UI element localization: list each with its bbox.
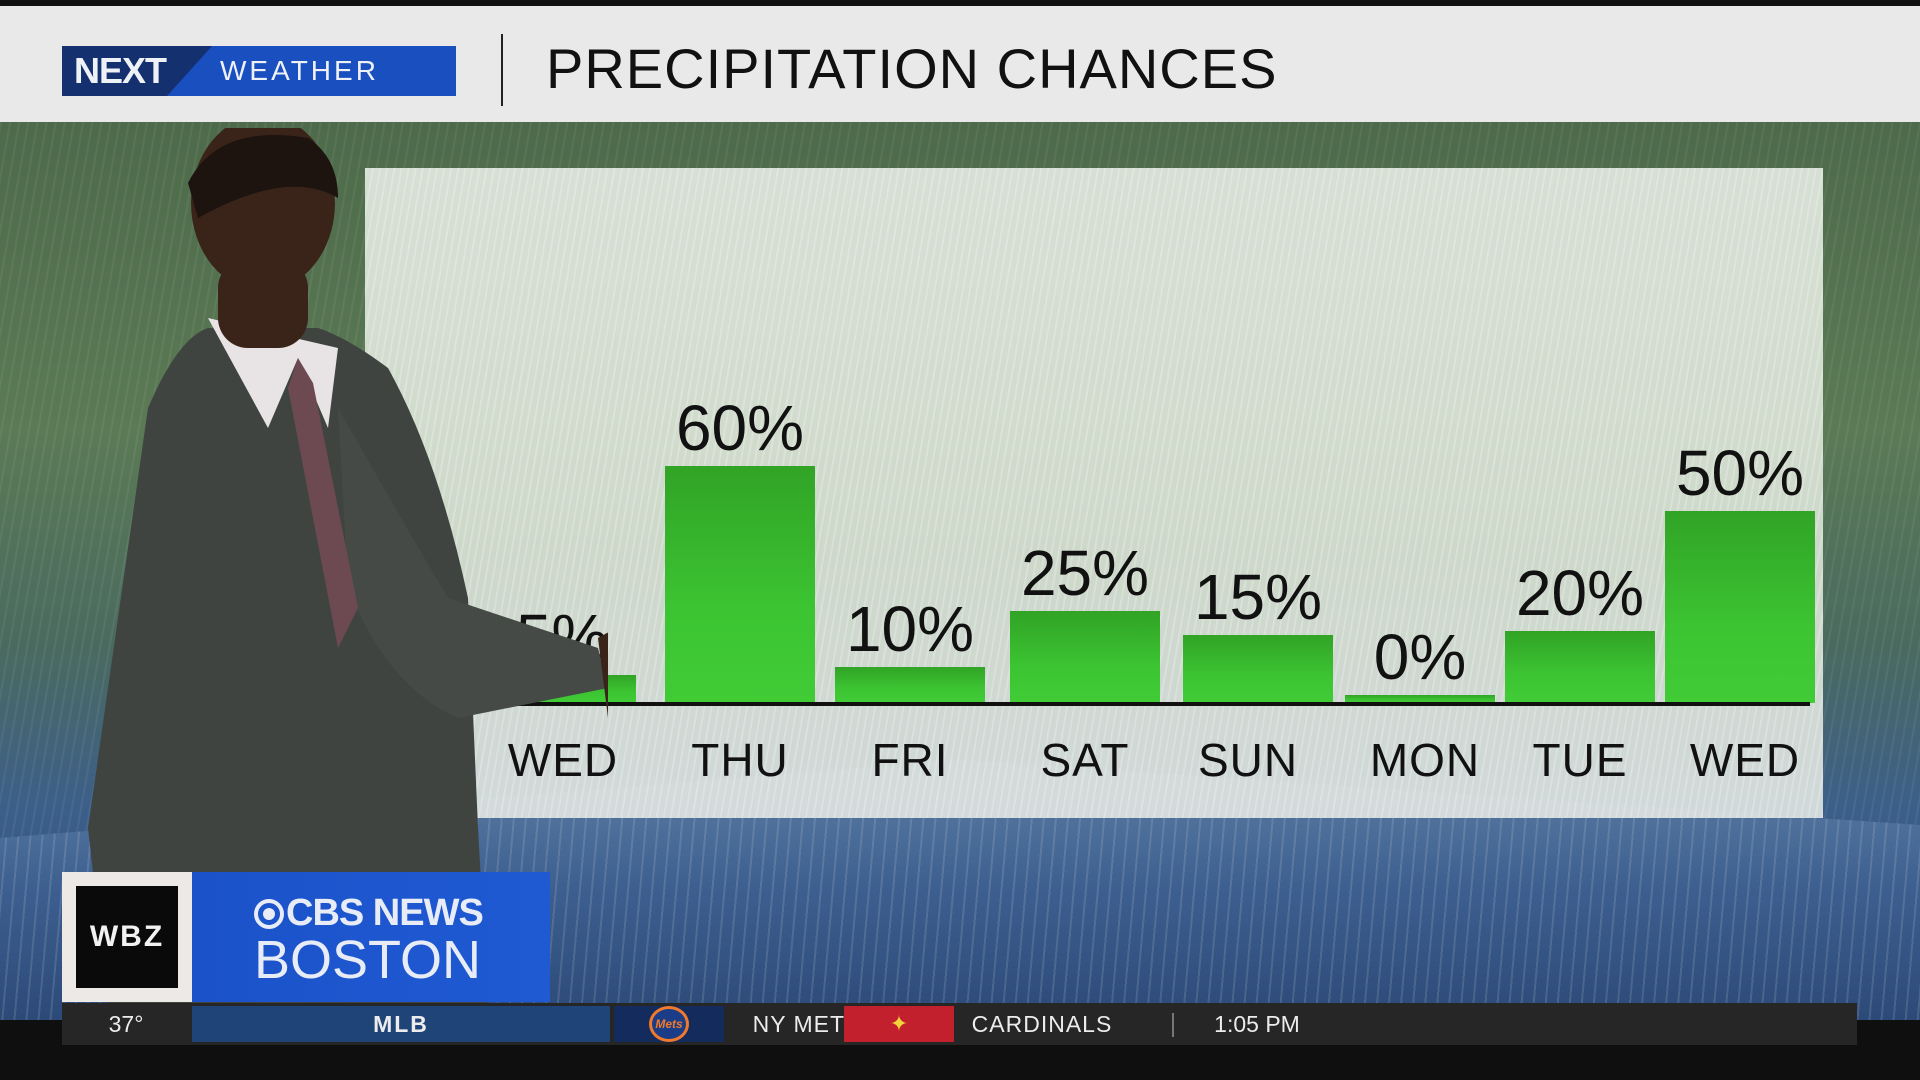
cardinals-logo-icon: ✦: [844, 1006, 954, 1042]
bar-value-label: 0%: [1373, 621, 1467, 693]
mets-logo-badge: Mets: [649, 1006, 689, 1042]
ticker-game-time: 1:05 PM: [1214, 1011, 1300, 1037]
score-ticker: 37° MLB Mets NY METS ✦ CARDINALS 1:05 PM: [62, 1003, 1857, 1045]
bar-fill: [1183, 635, 1333, 703]
bar-fill: [1345, 695, 1495, 703]
bar-fri: 10%: [835, 168, 985, 703]
x-axis-label: SUN: [1197, 734, 1299, 786]
bar-value-label: 60%: [675, 392, 805, 464]
bar-sat: 25%: [1010, 168, 1160, 703]
logo-weather-text: WEATHER: [220, 55, 379, 86]
ticker-separator: [1172, 1013, 1174, 1037]
chart-baseline: [461, 702, 1810, 706]
mets-logo-icon: Mets: [614, 1006, 724, 1042]
chart-panel: 5% 60% 10% 25% 15% 0% 20% 50%: [365, 168, 1823, 818]
next-weather-logo: NEXT WEATHER: [62, 46, 456, 96]
cbs-news-boston-logo: CBS NEWS BOSTON: [192, 872, 550, 1002]
bar-mon: 0%: [1345, 168, 1495, 703]
ticker-temperature: 37°: [108, 1011, 144, 1037]
boston-text: BOSTON: [254, 930, 482, 990]
wbz-logo: WBZ: [62, 872, 192, 1002]
bar-plot-area: 5% 60% 10% 25% 15% 0% 20% 50%: [365, 168, 1823, 703]
x-axis-label: SAT: [1040, 734, 1130, 786]
ticker-league: MLB: [192, 1006, 610, 1042]
bar-fill: [1665, 511, 1815, 703]
x-axis-label: FRI: [871, 734, 949, 786]
x-axis-label: WED: [507, 734, 619, 786]
presenter-figure: [88, 128, 608, 1008]
bar-sun: 15%: [1183, 168, 1333, 703]
x-axis-label: THU: [691, 734, 789, 786]
bar-fill: [1505, 631, 1655, 703]
bar-value-label: 10%: [845, 593, 975, 665]
page-title: PRECIPITATION CHANCES: [546, 37, 1278, 100]
ticker-team-2: CARDINALS: [971, 1011, 1113, 1037]
cbs-eye-icon: [254, 898, 284, 929]
header-divider: [501, 34, 503, 106]
bar-thu: 60%: [665, 168, 815, 703]
bar-tue: 20%: [1505, 168, 1655, 703]
bar-value-label: 20%: [1515, 557, 1645, 629]
x-axis-label: WED: [1689, 734, 1801, 786]
ticker-team-1: NY METS: [752, 1011, 862, 1037]
cardinal-bird-icon: ✦: [889, 1011, 909, 1036]
bar-fill: [1010, 611, 1160, 703]
x-axis-label: MON: [1369, 734, 1481, 786]
top-border: [0, 0, 1920, 6]
cbs-news-wordmark: CBS NEWS: [254, 892, 484, 935]
wbz-logo-text: WBZ: [76, 886, 178, 988]
cbs-news-text: CBS NEWS: [286, 892, 484, 934]
bar-value-label: 25%: [1020, 537, 1150, 609]
bar-value-label: 15%: [1193, 561, 1323, 633]
bar-fill: [665, 466, 815, 703]
bar-value-label: 50%: [1675, 437, 1805, 509]
bar-fill: [835, 667, 985, 703]
header-bar: NEXT WEATHER PRECIPITATION CHANCES: [0, 6, 1920, 122]
x-axis-label: TUE: [1532, 734, 1628, 786]
bar-wed-2: 50%: [1665, 168, 1815, 703]
logo-next-text: NEXT: [62, 46, 212, 96]
